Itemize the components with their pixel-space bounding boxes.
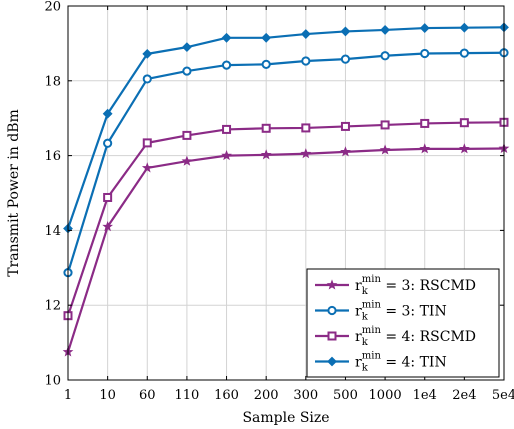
data-point-star [459,143,470,154]
y-tick-label: 12 [44,299,61,314]
data-point-diamond [340,26,351,37]
x-tick-label: 300 [293,388,318,403]
data-point-diamond [419,23,430,33]
legend-entry: rkmin = 4: RSCMD [315,325,476,348]
data-point-star [221,149,232,161]
data-point-circle [327,305,337,316]
x-tick-label: 160 [214,388,239,403]
legend-label: rkmin = 4: RSCMD [355,325,476,348]
x-tick-label: 2e4 [452,388,476,403]
data-point-star [379,144,391,155]
data-point-circle [459,48,469,58]
x-tick-label: 110 [174,388,199,403]
series-line [66,51,505,273]
data-point-circle [182,66,192,76]
data-point-star [102,221,113,232]
data-point-diamond [459,22,470,33]
data-point-circle [340,54,351,64]
data-point-diamond [102,108,113,119]
data-point-square [301,123,311,133]
y-tick-label: 14 [44,224,61,239]
series-1 [62,142,510,357]
x-tick-label: 1 [64,388,72,403]
data-point-circle [103,138,113,148]
data-point-star [300,148,312,159]
legend-label: rkmin = 3: TIN [355,300,447,323]
ticks: 1 10 60 110 160 200 300 500 1000 1e4 2e4 5e41012141… [44,0,514,403]
data-point-circle [221,60,232,70]
data-point-square [103,192,113,202]
data-point-diamond [300,29,311,39]
x-tick-label: 5e4 [492,388,514,403]
data-point-square [182,130,192,140]
legend-entry: rkmin = 3: RSCMD [315,274,476,297]
data-point-circle [142,74,152,84]
plot-frame [67,5,505,381]
data-point-square [142,138,152,148]
data-point-square [261,123,271,133]
x-tick-label: 1e4 [413,388,437,403]
data-point-circle [261,59,271,69]
legend-label: rkmin = 4: TIN [355,351,447,374]
data-point-diamond [261,32,272,43]
y-axis-label: Transmit Power in dBm [6,109,22,277]
data-point-circle [420,48,430,59]
data-point-square [459,118,469,128]
data-point-diamond [182,42,192,53]
data-point-circle [380,51,390,61]
data-point-square [420,118,430,128]
data-point-square [327,331,337,341]
data-point-star [181,155,193,166]
series-line [66,121,505,317]
data-point-star [419,143,431,154]
series-2 [63,48,509,278]
legend-entry: rkmin = 4: TIN [315,351,447,374]
x-tick-label: 60 [139,388,156,403]
y-tick-label: 20 [44,0,61,15]
series-line [66,26,505,229]
data-point-diamond [221,32,232,43]
series-line [66,147,505,353]
x-tick-label: 10 [99,388,116,403]
legend-box [306,268,500,378]
y-tick-label: 16 [44,149,61,164]
y-tick-label: 10 [44,374,61,389]
data-point-circle [301,56,311,66]
data-point-square [222,124,232,134]
data-point-square [340,121,350,131]
data-point-diamond [327,356,337,367]
data-point-diamond [142,48,153,59]
x-tick-label: 500 [333,388,358,403]
legend-label: rkmin = 3: RSCMD [355,274,476,297]
y-tick-label: 18 [44,74,61,89]
x-tick-label: 1000 [369,388,402,403]
x-axis-label: Sample Size [242,410,329,426]
data-point-star [141,162,153,173]
data-point-diamond [380,25,390,35]
legend-entry: rkmin = 3: TIN [315,300,447,323]
data-point-star [340,146,351,157]
x-tick-label: 200 [254,388,279,403]
data-point-square [380,120,390,130]
data-point-star [326,279,338,290]
data-point-star [260,149,272,160]
